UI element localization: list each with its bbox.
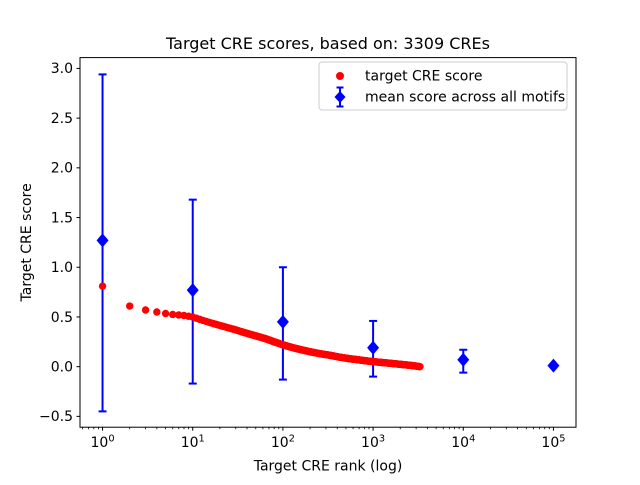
series-mean-score-errorbars — [96, 73, 560, 413]
target-score-point — [153, 308, 161, 316]
target-score-point — [98, 282, 107, 290]
mean-score-diamond — [547, 358, 560, 373]
legend-box — [318, 61, 568, 111]
chart-title: Target CRE scores, based on: 3309 CREs — [165, 34, 490, 53]
mean-score-diamond — [276, 314, 289, 329]
x-tick-label: 101 — [181, 434, 205, 452]
x-tick-label: 102 — [271, 434, 295, 452]
legend: target CRE score mean score across all m… — [318, 61, 568, 111]
x-tick-label: 100 — [91, 434, 115, 452]
y-tick-label: −0.5 — [39, 409, 73, 425]
mean-score-diamond — [186, 283, 199, 298]
mean-score-diamond — [96, 233, 109, 248]
mean-score-diamond — [367, 340, 380, 355]
target-score-point — [126, 302, 134, 310]
axis-ticks — [76, 67, 554, 431]
legend-label-mean-score: mean score across all motifs — [365, 90, 565, 106]
target-score-point — [161, 309, 170, 318]
mean-score-diamond — [457, 352, 470, 367]
legend-label-target-score: target CRE score — [365, 69, 482, 85]
x-tick-label: 103 — [361, 434, 385, 452]
x-tick-label: 104 — [451, 434, 475, 452]
x-tick-label: 105 — [541, 434, 565, 452]
y-tick-label: 1.5 — [51, 210, 73, 226]
legend-marker-mean-score-icon — [334, 86, 346, 108]
y-axis-label: Target CRE score — [19, 183, 35, 302]
x-axis-label: Target CRE rank (log) — [253, 459, 403, 475]
target-score-point — [416, 362, 424, 371]
y-tick-label: 1.0 — [51, 260, 73, 276]
y-tick-label: 2.0 — [51, 161, 73, 177]
legend-diamond-icon — [334, 91, 346, 103]
axis-tick-labels: 100 101 102 103 104 105 −0.5 0.0 0.5 1.0 1.5 2.0 2.5… — [39, 61, 565, 451]
plot-area — [79, 57, 577, 428]
y-tick-label: 2.5 — [51, 111, 73, 127]
y-tick-label: 3.0 — [51, 61, 73, 77]
legend-marker-target-score-icon — [336, 72, 344, 80]
y-tick-label: 0.0 — [51, 359, 73, 375]
y-tick-label: 0.5 — [51, 310, 73, 326]
target-score-point — [141, 306, 150, 314]
series-target-cre-score — [98, 282, 424, 371]
target-score-point — [169, 310, 177, 319]
